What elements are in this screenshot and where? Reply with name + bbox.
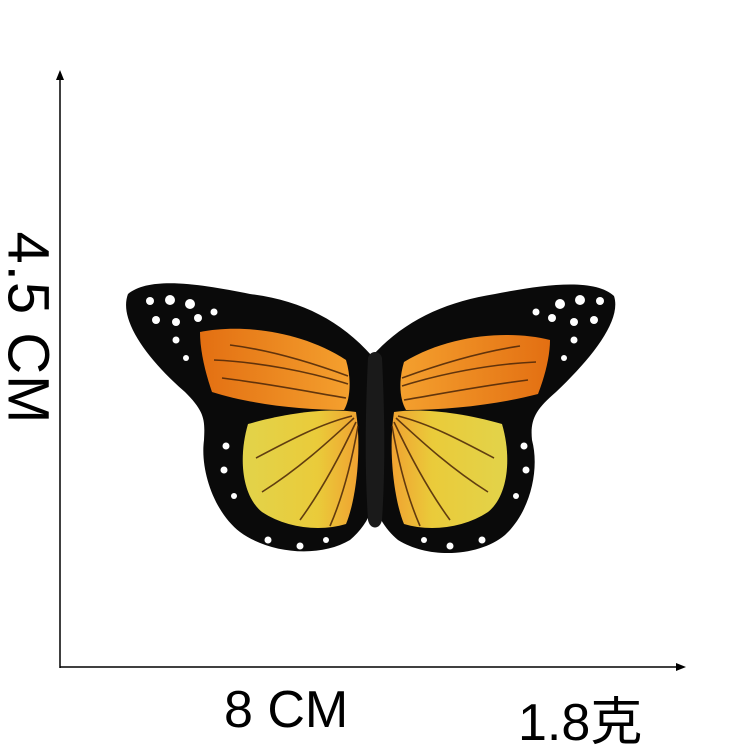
vertical-axis-arrow	[56, 70, 64, 80]
butterfly-patch-icon	[126, 283, 615, 553]
butterfly-body	[366, 352, 385, 528]
height-label: 4.5 CM	[0, 232, 62, 425]
horizontal-axis-arrow	[676, 663, 686, 671]
weight-label: 1.8克	[518, 680, 642, 755]
width-label: 8 CM	[224, 680, 348, 740]
